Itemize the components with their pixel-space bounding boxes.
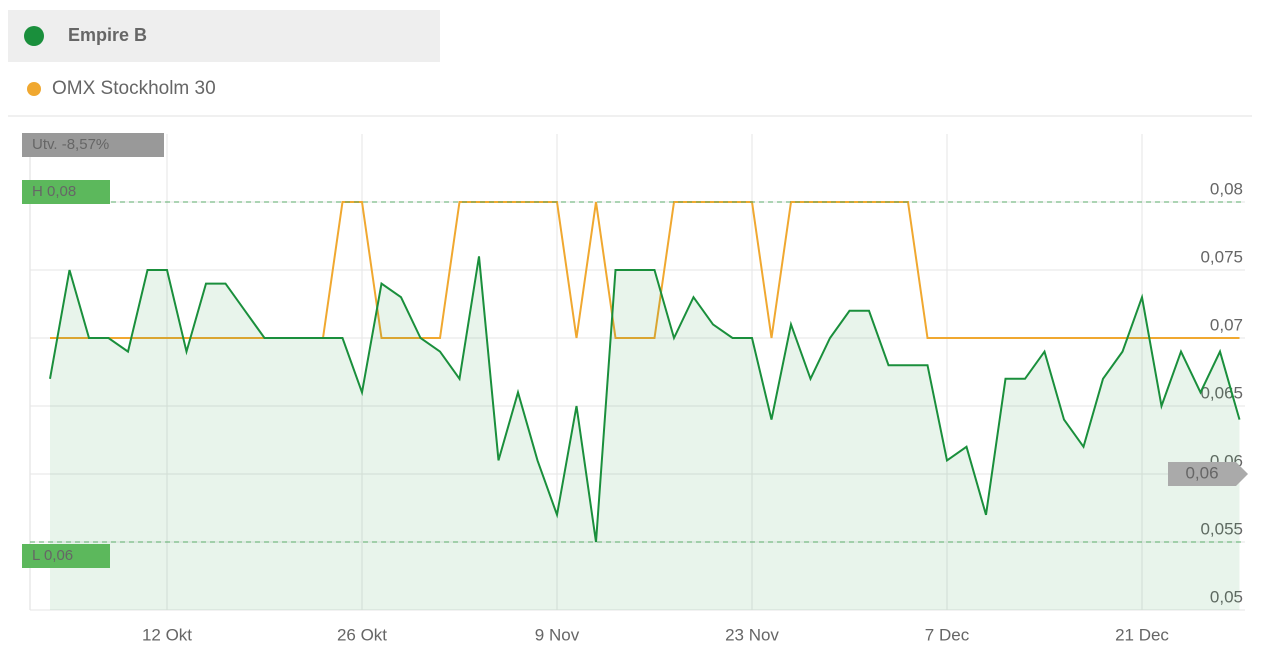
x-tick-label: 26 Okt [337,625,387,644]
y-tick-label: 0,05 [1210,587,1243,606]
y-tick-label: 0,075 [1200,247,1243,266]
high-label: H 0,08 [32,183,76,200]
last-value-bg [1168,462,1248,486]
y-tick-label: 0,07 [1210,315,1243,334]
note-bg [22,133,164,157]
x-tick-label: 7 Dec [925,625,970,644]
y-tick-label: 0,08 [1210,179,1243,198]
y-tick-label: 0,055 [1200,519,1243,538]
line [50,201,1240,339]
x-tick-label: 23 Nov [725,625,779,644]
legend-dot [27,82,41,96]
line [49,256,1241,543]
legend-label: OMX Stockholm 30 [52,78,216,99]
legend-label: Empire B [68,25,147,45]
high-label-bg [22,180,110,204]
x-tick-label: 21 Dec [1115,625,1169,644]
legend-active-bg [8,10,440,62]
area [50,256,1240,610]
legend-dot [24,26,44,46]
last-value-label: 0,06 [1185,463,1218,482]
x-tick-label: 12 Okt [142,625,192,644]
low-label: L 0,06 [32,547,73,564]
x-tick-label: 9 Nov [535,625,580,644]
note: Utv. -8,57% [32,136,109,153]
low-label-bg [22,544,110,568]
